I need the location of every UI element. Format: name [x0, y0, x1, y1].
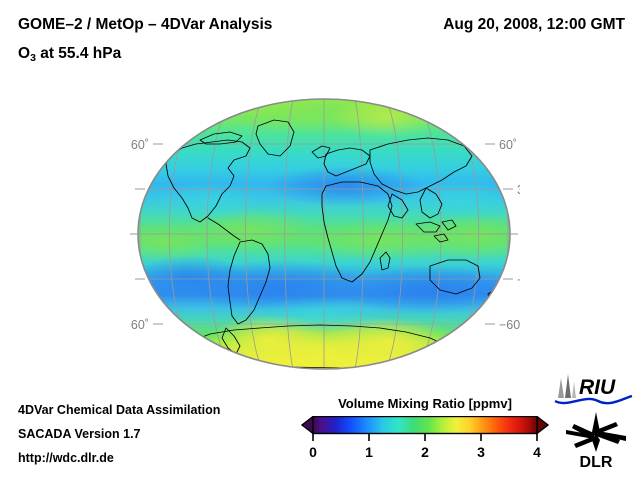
page-title-line-1: GOME–2 / MetOp – 4DVar Analysis: [18, 16, 273, 33]
colorbar-tick-4: 4: [533, 444, 541, 460]
latitude-ticks: [130, 143, 518, 325]
lat-label-right-m30: −30˚: [517, 273, 520, 287]
colorbar-gradient: [312, 416, 538, 435]
lat-label-right-30: 30˚: [517, 183, 520, 197]
lat-label-right-60: 60˚: [499, 138, 517, 152]
riu-logo-graphic: RIU: [554, 374, 633, 405]
dlr-logo: DLR: [560, 410, 632, 471]
riu-wave-icon: [554, 394, 633, 405]
ozone-data-field: [138, 99, 510, 369]
riu-wordmark: RIU: [579, 376, 616, 399]
colorbar-tick-3: 3: [477, 444, 485, 460]
colorbar-block: Volume Mixing Ratio [ppmv]: [300, 396, 550, 474]
colorbar-tick-1: 1: [365, 444, 373, 460]
footer-line-url[interactable]: http://wdc.dlr.de: [18, 451, 114, 465]
lat-label-left-m60: −60˚: [130, 318, 149, 332]
lat-label-right-m60: −60˚: [499, 318, 520, 332]
riu-logo: RIU: [552, 372, 636, 408]
mollweide-map: 60˚ 30˚ 0˚ −30˚ −60˚ 60˚ 30˚ 0˚ −30˚ −60…: [130, 98, 520, 370]
dlr-wordmark: DLR: [580, 454, 613, 470]
latitude-labels-right: 60˚ 30˚ 0˚ −30˚ −60˚: [499, 138, 520, 332]
date-stamp: Aug 20, 2008, 12:00 GMT: [443, 16, 625, 33]
colorbar-tick-labels: 0 1 2 3 4: [309, 444, 541, 460]
colorbar: 0 1 2 3 4: [300, 416, 550, 460]
lat-label-left-30: 30˚: [130, 183, 131, 197]
species-subscript: 3: [30, 52, 36, 64]
lat-label-left-m30: −30˚: [130, 273, 131, 287]
colorbar-tick-0: 0: [309, 444, 317, 460]
lat-label-left-60: 60˚: [131, 138, 149, 152]
colorbar-title: Volume Mixing Ratio [ppmv]: [338, 396, 512, 411]
dlr-star-icon: [566, 412, 626, 452]
colorbar-tick-2: 2: [421, 444, 429, 460]
page-title-line-2: O3 at 55.4 hPa: [18, 45, 122, 64]
riu-spikes-icon: [558, 374, 576, 398]
colorbar-arrow-low: [300, 416, 314, 435]
colorbar-ticks: [312, 433, 538, 441]
footer-line-version: SACADA Version 1.7: [18, 427, 141, 441]
world-map-panel: 60˚ 30˚ 0˚ −30˚ −60˚ 60˚ 30˚ 0˚ −30˚ −60…: [130, 90, 520, 380]
footer-line-assimilation: 4DVar Chemical Data Assimilation: [18, 403, 221, 417]
latitude-labels-left: 60˚ 30˚ 0˚ −30˚ −60˚: [130, 138, 149, 332]
dlr-logo-graphic: DLR: [566, 412, 626, 471]
pressure-level-label: at 55.4 hPa: [35, 45, 122, 62]
colorbar-arrow-high: [536, 416, 550, 435]
species-label: O: [18, 45, 31, 62]
